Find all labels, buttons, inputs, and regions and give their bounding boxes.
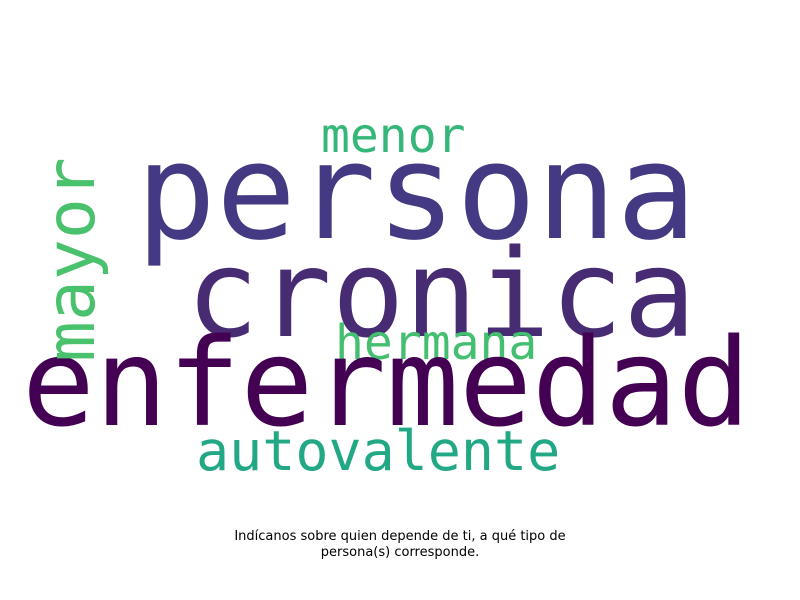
caption-line-1: Indícanos sobre quien depende de ti, a q… <box>234 529 566 544</box>
word-persona: persona <box>136 116 697 270</box>
caption-line-2: persona(s) corresponde. <box>320 545 480 560</box>
word-mayor: mayor <box>32 157 111 362</box>
word-menor: menor <box>321 108 466 164</box>
word-autovalente: autovalente <box>196 419 561 483</box>
word-hermana: hermana <box>335 315 538 371</box>
word-cronica: cronica <box>186 224 696 365</box>
figure-caption: Indícanos sobre quien depende de ti, a q… <box>100 529 700 561</box>
word-enfermedad: enfermedad <box>22 313 751 454</box>
